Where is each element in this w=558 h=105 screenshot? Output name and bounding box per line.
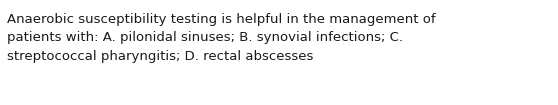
Text: Anaerobic susceptibility testing is helpful in the management of
patients with: : Anaerobic susceptibility testing is help…: [7, 13, 436, 63]
